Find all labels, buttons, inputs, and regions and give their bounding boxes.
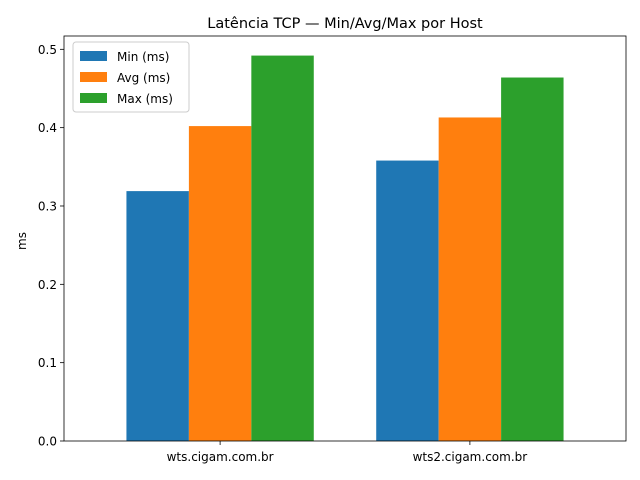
x-tick-label-1: wts2.cigam.com.br (413, 450, 528, 464)
legend-label-2: Max (ms) (117, 92, 173, 106)
bar-0-1 (376, 160, 439, 441)
legend-swatch-2 (80, 93, 107, 103)
bar-1-0 (188, 126, 252, 441)
bar-2-1 (501, 77, 564, 442)
bar-2-0 (251, 55, 314, 441)
legend: Min (ms) Avg (ms) Max (ms) (72, 41, 190, 113)
y-tick-label-4: 0.4 (38, 121, 57, 135)
y-axis-label: ms (15, 232, 29, 250)
plot-frame (63, 35, 627, 442)
x-tick-label-0: wts.cigam.com.br (167, 450, 274, 464)
legend-swatch-1 (80, 72, 107, 82)
legend-swatch-0 (80, 51, 107, 61)
bar-0-0 (126, 191, 189, 441)
y-tick-label-0: 0.0 (38, 435, 57, 449)
y-tick-label-2: 0.2 (38, 278, 57, 292)
bars-layer (126, 55, 564, 442)
bar-1-1 (438, 117, 502, 441)
chart-title: Latência TCP — Min/Avg/Max por Host (207, 16, 483, 32)
legend-label-1: Avg (ms) (117, 71, 170, 85)
legend-label-0: Min (ms) (117, 50, 169, 64)
y-tick-label-5: 0.5 (38, 43, 57, 57)
axes-layer: 0.0 0.1 0.2 0.3 0.4 0.5 wts.cigam.com.br wts2.c… (38, 43, 527, 464)
y-tick-label-3: 0.3 (38, 199, 57, 213)
y-tick-label-1: 0.1 (38, 356, 57, 370)
